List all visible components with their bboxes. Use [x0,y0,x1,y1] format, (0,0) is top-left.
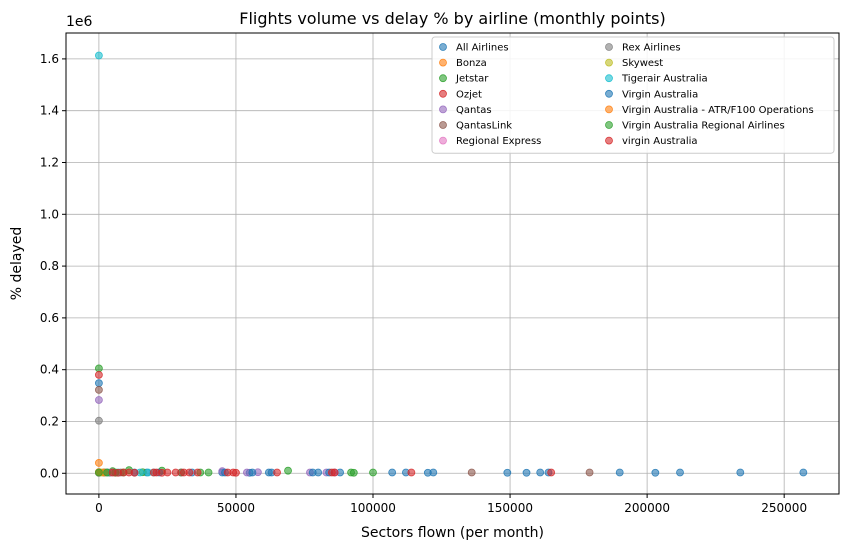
y-tick-label: 0.6 [40,311,59,325]
legend-marker [439,58,447,67]
x-tick-label: 100000 [350,501,396,515]
legend-label: Regional Express [456,136,541,147]
data-point-virgin-australia [273,468,281,477]
legend-label: virgin Australia [622,136,698,147]
data-point-qantaslink [585,468,594,477]
legend-label: Virgin Australia [622,89,698,100]
legend-marker [605,58,613,67]
legend-marker [439,121,447,129]
data-point-all-airlines [799,468,808,477]
data-point-all-airlines [522,468,531,477]
data-point-rex-airlines [94,416,103,425]
y-tick-label: 0.4 [40,363,59,377]
data-point-all-airlines [429,468,438,477]
legend-marker [605,89,613,98]
legend-marker [605,121,613,129]
x-tick-label: 0 [95,501,103,515]
x-tick-label: 250000 [761,501,807,515]
legend-label: Rex Airlines [622,43,681,54]
legend-marker [439,105,447,114]
data-point-ozjet [94,370,103,379]
data-point-bonza [94,459,103,467]
data-point-all-airlines [94,379,103,388]
data-point-all-airlines [736,468,745,477]
data-point-tigerair-australia [94,51,103,60]
data-point-jetstar [94,364,103,373]
data-point-jetstar [349,468,358,477]
x-tick-label: 150000 [487,501,533,515]
y-axis-label: % delayed [9,227,25,301]
data-point-virgin-australia [547,468,556,477]
y-offset-label: 1e6 [66,14,93,30]
y-tick-label: 0.0 [40,466,59,480]
legend-label: Skywest [622,58,663,69]
data-point-jetstar [369,468,377,477]
legend-marker [605,136,613,145]
data-point-all-airlines [676,468,684,477]
data-point-qantaslink [467,468,476,477]
points-layer [94,51,808,477]
y-tick-label: 1.6 [40,52,59,66]
data-point-virgin-australia [232,468,240,477]
y-tick-label: 1.0 [40,207,59,221]
data-point-virgin-australia [130,468,139,477]
data-point-qantas [94,396,103,404]
data-point-all-airlines [651,468,660,477]
legend-label: QantasLink [456,121,512,132]
legend-label: Jetstar [455,74,489,85]
legend-label: Ozjet [456,89,482,100]
data-point-all-airlines [388,468,397,477]
ticks-layer: 0 50000 100000 150000 200000 250000 0.0 0.2 0.4 0… [40,52,807,515]
legend-label: Tigerair Australia [621,74,708,85]
legend-label: All Airlines [456,43,509,54]
legend-label: Virgin Australia - ATR/F100 Operations [622,105,814,116]
legend: All Airlines Bonza Jetstar Ozjet Qantas Qanta… [431,36,835,154]
data-point-virgin-australia [193,468,202,477]
legend-marker [439,89,447,98]
y-tick-label: 0.8 [40,259,59,273]
legend-marker [605,43,613,51]
data-point-jetstar [284,466,292,475]
y-tick-label: 0.2 [40,414,59,428]
legend-label: Qantas [456,105,492,116]
legend-marker [439,74,447,83]
data-point-all-airlines [536,468,545,477]
data-point-virgin-australia [330,468,339,477]
legend-marker [439,136,447,145]
legend-box [431,36,835,154]
y-tick-label: 1.2 [40,155,59,169]
legend-marker [605,105,613,114]
x-tick-label: 50000 [217,501,255,515]
data-point-qantaslink [94,385,103,394]
data-point-virgin-australia [163,468,172,477]
data-point-jetstar [204,468,213,477]
legend-label: Bonza [456,58,487,69]
legend-marker [605,74,613,83]
legend-label: Virgin Australia Regional Airlines [622,121,785,132]
data-point-all-airlines [615,468,624,477]
data-point-virgin-australia [185,468,194,477]
x-tick-label: 200000 [624,501,670,515]
plot-frame [65,32,840,495]
data-point-virgin-australia [248,468,257,477]
legend-marker [439,43,447,51]
x-axis-label: Sectors flown (per month) [361,525,544,541]
data-point-virgin-australia-regional-airlines [94,468,103,477]
data-point-virgin-australia [308,468,317,477]
y-tick-label: 1.4 [40,104,59,118]
data-point-virgin-australia [407,468,416,477]
chart-title: Flights volume vs delay % by airline (mo… [239,9,665,28]
data-point-virgin-australia [171,468,180,477]
data-point-all-airlines [503,468,512,477]
